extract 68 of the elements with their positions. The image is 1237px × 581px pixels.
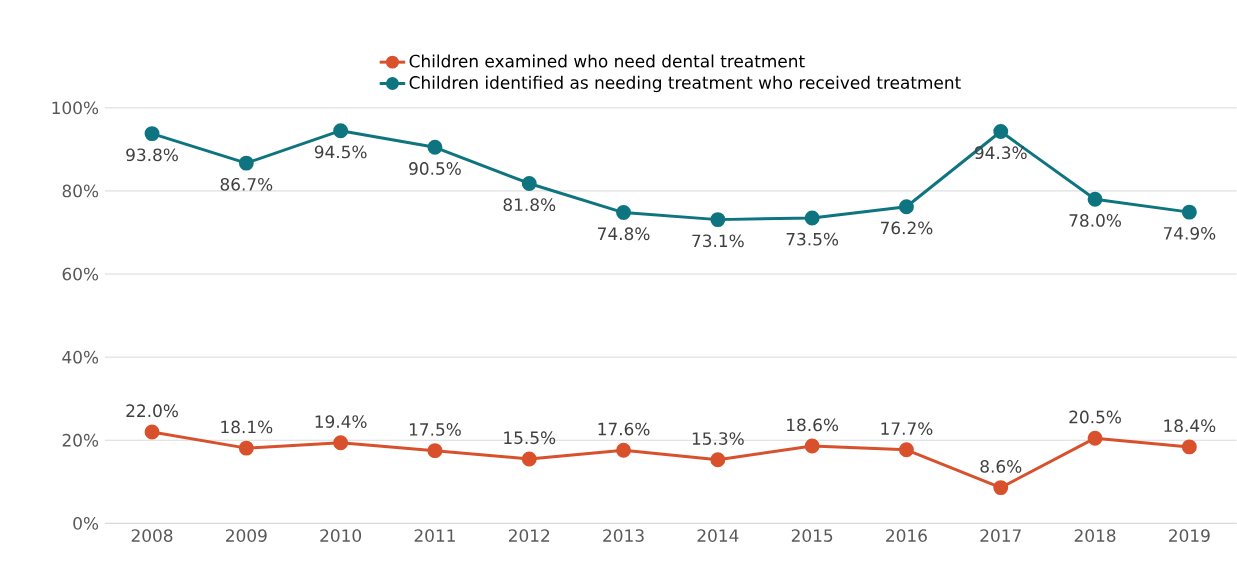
point	[898, 442, 914, 458]
y-tick-label: 0%	[73, 516, 99, 530]
point	[1087, 191, 1103, 207]
data-label: 94.5%	[314, 145, 367, 159]
y-tick-label: 40%	[62, 350, 99, 364]
x-tick-label: 2013	[603, 529, 644, 542]
y-tick-label: 80%	[62, 184, 99, 198]
y-tick-label: 20%	[62, 433, 99, 447]
x-tick-label: 2011	[414, 529, 455, 542]
data-label: 76.2%	[880, 221, 933, 235]
y-tick-label: 60%	[62, 267, 99, 281]
legend-label: Children identified as needing treatment who received treatment	[409, 75, 961, 93]
data-label: 78.0%	[1069, 213, 1121, 227]
data-label: 18.6%	[787, 418, 839, 432]
point	[333, 435, 349, 451]
x-tick-label: 2014	[697, 529, 739, 542]
data-label: 94.3%	[974, 146, 1027, 159]
point	[616, 442, 632, 458]
point	[427, 139, 443, 155]
data-label: 73.5%	[786, 232, 839, 246]
point	[238, 155, 254, 171]
x-tick-label: 2018	[1074, 529, 1116, 542]
x-tick-label: 2019	[1169, 529, 1210, 542]
point	[144, 126, 160, 141]
x-tick-label: 2009	[226, 529, 267, 542]
data-label: 90.5%	[409, 161, 461, 175]
data-label: 15.3%	[692, 432, 744, 445]
data-label: 15.5%	[504, 431, 556, 445]
point	[898, 199, 914, 215]
point	[616, 204, 632, 220]
data-label: 8.6%	[980, 459, 1022, 473]
data-label: 17.6%	[598, 422, 650, 436]
data-label: 81.8%	[503, 198, 556, 211]
y-tick-label: 100%	[52, 101, 99, 115]
x-tick-label: 2008	[131, 529, 173, 542]
data-label: 18.4%	[1164, 419, 1216, 432]
data-label: 74.9%	[1163, 226, 1216, 240]
data-label: 19.4%	[315, 415, 367, 428]
data-label: 20.5%	[1069, 410, 1121, 424]
point	[521, 451, 537, 467]
point	[238, 440, 254, 456]
point	[427, 443, 443, 458]
point	[710, 452, 726, 468]
point	[710, 212, 726, 227]
point	[333, 123, 349, 139]
point	[521, 175, 537, 191]
point	[1087, 430, 1103, 446]
data-label: 93.8%	[126, 148, 178, 162]
point	[993, 123, 1009, 139]
data-label: 17.7%	[881, 422, 933, 435]
x-tick-label: 2012	[508, 529, 550, 542]
x-tick-label: 2015	[791, 529, 833, 542]
point	[804, 210, 820, 226]
x-tick-label: 2017	[980, 529, 1021, 542]
data-label: 86.7%	[220, 177, 273, 191]
point	[144, 424, 160, 440]
data-label: 17.5%	[409, 422, 461, 436]
point	[1181, 439, 1197, 455]
data-label: 73.1%	[692, 234, 744, 248]
point	[993, 480, 1009, 495]
x-tick-label: 2016	[886, 529, 927, 542]
data-label: 74.8%	[598, 227, 650, 240]
x-tick-label: 2010	[320, 529, 362, 542]
data-label: 22.0%	[126, 404, 178, 417]
point	[1181, 204, 1197, 220]
legend-label: Children examined who need dental treatment	[409, 54, 805, 68]
data-label: 18.1%	[221, 420, 273, 434]
point	[804, 438, 820, 454]
